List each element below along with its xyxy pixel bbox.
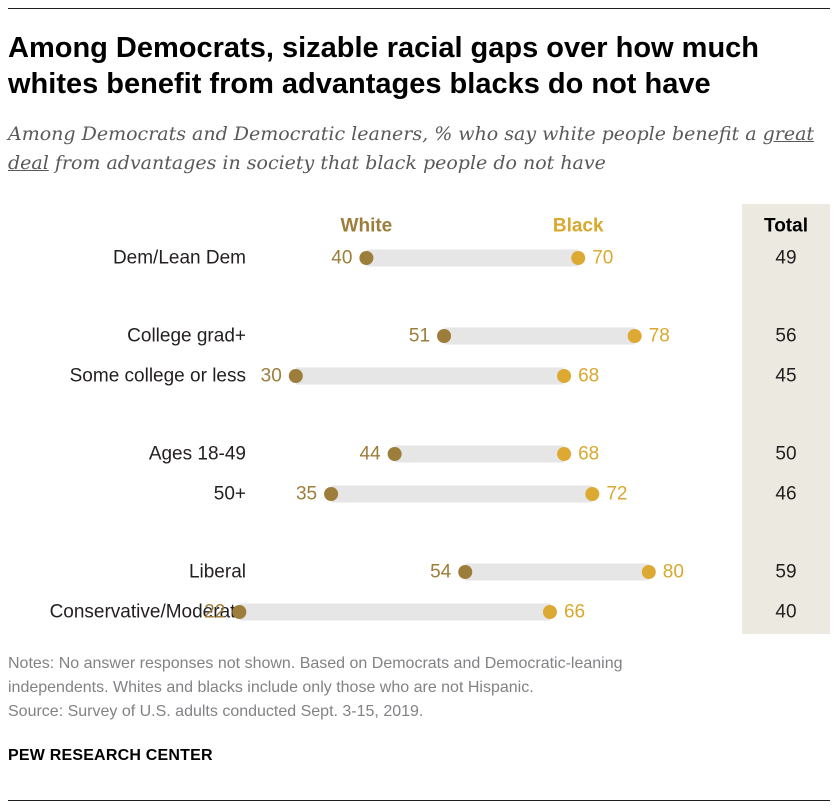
legend-black: Black xyxy=(553,216,604,237)
black-value-label: 78 xyxy=(649,326,670,347)
black-value-label: 70 xyxy=(592,248,613,269)
black-value-label: 68 xyxy=(578,444,599,465)
black-value-label: 72 xyxy=(606,484,627,505)
range-bar xyxy=(394,445,565,463)
white-dot xyxy=(458,565,473,579)
category-label: Dem/Lean Dem xyxy=(113,248,246,269)
subtitle-text-end: from advantages in society that black pe… xyxy=(48,152,606,174)
chart-title: Among Democrats, sizable racial gaps ove… xyxy=(8,32,759,100)
total-value: 59 xyxy=(775,562,796,583)
range-bar xyxy=(366,249,579,267)
black-dot xyxy=(571,251,586,265)
range-bar xyxy=(444,327,635,345)
black-dot xyxy=(557,369,572,383)
category-label: College grad+ xyxy=(127,326,246,347)
category-label: 50+ xyxy=(214,484,246,505)
source-line: Source: Survey of U.S. adults conducted … xyxy=(8,703,424,720)
total-header: Total xyxy=(764,216,808,237)
white-dot xyxy=(288,369,303,383)
total-value: 45 xyxy=(775,366,796,387)
notes: Notes: No answer responses not shown. Ba… xyxy=(8,652,828,724)
category-label: Conservative/Moderate xyxy=(50,602,246,623)
category-label: Some college or less xyxy=(70,366,246,387)
black-dot xyxy=(557,447,572,461)
dot-chart: White Black Total Dem/Lean Dem 40 70 49 College… xyxy=(50,204,830,634)
white-value-label: 40 xyxy=(331,248,352,269)
category-label: Ages 18-49 xyxy=(149,444,246,465)
white-dot xyxy=(324,487,339,501)
total-column-background xyxy=(742,204,830,634)
black-value-label: 68 xyxy=(578,366,599,387)
category-label: Liberal xyxy=(189,562,246,583)
total-value: 40 xyxy=(775,602,796,623)
notes-line: Notes: No answer responses not shown. Ba… xyxy=(8,655,623,672)
chart-subtitle: Among Democrats and Democratic leaners, … xyxy=(8,120,828,178)
white-value-label: 22 xyxy=(204,602,225,623)
white-dot xyxy=(232,605,247,619)
total-value: 50 xyxy=(775,444,796,465)
black-value-label: 80 xyxy=(663,562,684,583)
range-bar xyxy=(295,367,565,385)
white-dot xyxy=(359,251,374,265)
black-dot xyxy=(641,565,656,579)
white-dot xyxy=(387,447,402,461)
total-value: 56 xyxy=(775,326,796,347)
bottom-rule xyxy=(8,800,830,801)
black-dot xyxy=(627,329,642,343)
white-value-label: 54 xyxy=(430,562,452,583)
total-value: 46 xyxy=(775,484,796,505)
range-bar xyxy=(331,485,593,503)
black-dot xyxy=(542,605,557,619)
white-dot xyxy=(437,329,452,343)
white-value-label: 35 xyxy=(296,484,317,505)
white-value-label: 51 xyxy=(409,326,430,347)
subtitle-underlined: great deal xyxy=(8,123,815,174)
black-value-label: 66 xyxy=(564,602,585,623)
subtitle-text: Among Democrats and Democratic leaners, … xyxy=(8,123,763,145)
pew-logo-text: PEW RESEARCH CENTER xyxy=(8,747,213,764)
range-bar xyxy=(465,563,649,581)
white-value-label: 30 xyxy=(261,366,282,387)
white-value-label: 44 xyxy=(359,444,381,465)
black-dot xyxy=(585,487,600,501)
legend-white: White xyxy=(341,216,393,237)
notes-line: independents. Whites and blacks include … xyxy=(8,679,534,696)
top-rule xyxy=(8,8,830,9)
total-value: 49 xyxy=(775,248,796,269)
range-bar xyxy=(239,603,550,621)
